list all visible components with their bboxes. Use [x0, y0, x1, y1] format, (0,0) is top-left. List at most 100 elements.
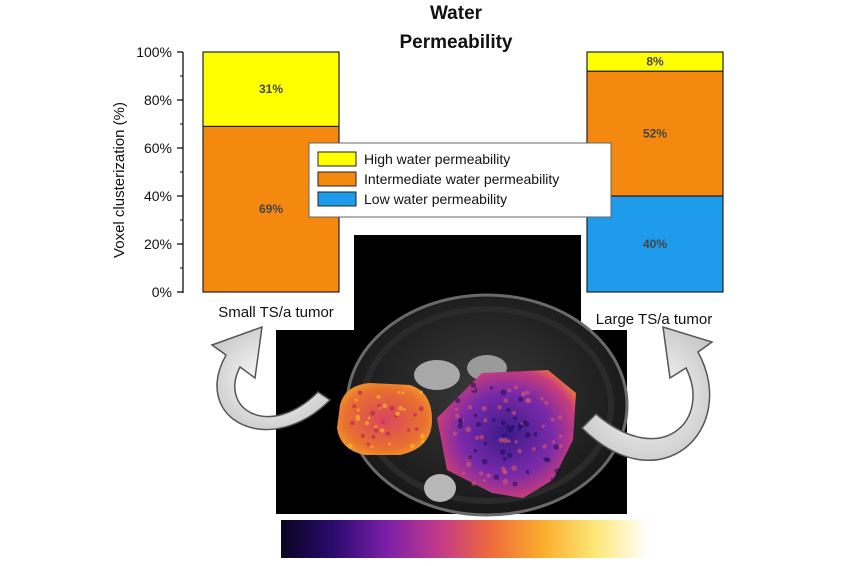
speckle-dot — [493, 474, 500, 480]
speckle-dot — [454, 407, 459, 412]
speckle-dot — [406, 428, 411, 432]
speckle-dot — [481, 458, 488, 465]
speckle-dot — [420, 439, 425, 443]
speckle-dot — [507, 426, 514, 433]
tumor-speckle — [348, 382, 563, 487]
speckle-dot — [377, 403, 381, 408]
legend-swatch — [317, 171, 357, 187]
speckle-dot — [419, 390, 424, 394]
speckle-dot — [374, 425, 378, 429]
category-labels: Small TS/a tumor Large TS/a tumor — [218, 304, 712, 328]
category-label: Small TS/a tumor — [218, 304, 334, 321]
speckle-dot — [502, 469, 507, 474]
speckle-dot — [478, 471, 484, 476]
speckle-dot — [373, 428, 378, 433]
speckle-dot — [385, 431, 390, 436]
speckle-dot — [541, 424, 546, 428]
speckle-dot — [389, 405, 395, 411]
speckle-dot — [354, 398, 358, 402]
speckle-dot — [382, 403, 388, 409]
speckle-dot — [395, 411, 400, 417]
y-axis-label: Voxel clusterization (%) — [111, 102, 128, 258]
speckle-dot — [473, 448, 478, 453]
speckle-dot — [500, 389, 507, 396]
curved-arrow-left-icon — [210, 325, 332, 431]
speckle-dot — [517, 396, 524, 402]
speckle-dot — [474, 435, 480, 440]
speckle-dot — [507, 388, 512, 393]
legend-label: High water permeability — [364, 151, 510, 167]
speckle-dot — [471, 481, 476, 486]
speckle-dot — [550, 417, 555, 422]
speckle-dot — [525, 470, 530, 474]
speckle-dot — [461, 471, 466, 475]
speckle-dot — [370, 410, 376, 416]
speckle-dot — [476, 421, 482, 427]
bar-data-label: 52% — [643, 127, 667, 141]
speckle-dot — [558, 434, 563, 439]
speckle-dot — [419, 433, 425, 439]
speckle-dot — [542, 444, 547, 449]
y-tick-label: 0% — [152, 284, 172, 300]
speckle-dot — [467, 405, 473, 410]
y-tick-labels: 0% 20% 40% 60% 80% 100% — [136, 44, 172, 300]
speckle-dot — [356, 408, 360, 412]
speckle-dot — [349, 420, 355, 426]
speckle-dot — [482, 479, 486, 483]
speckle-dot — [465, 461, 472, 468]
speckle-dot — [502, 456, 507, 461]
speckle-dot — [397, 391, 401, 394]
speckle-dot — [513, 385, 519, 390]
speckle-dot — [413, 412, 417, 417]
speckle-dot — [409, 443, 415, 449]
bar-data-label: 31% — [259, 82, 283, 96]
speckle-dot — [521, 393, 525, 397]
speckle-dot — [498, 437, 504, 443]
speckle-dot — [370, 445, 374, 449]
speckle-dot — [507, 439, 511, 443]
speckle-dot — [452, 431, 458, 436]
organ-left — [414, 360, 460, 390]
speckle-dot — [465, 426, 472, 433]
y-tick-label: 60% — [144, 140, 172, 156]
speckle-dot — [524, 432, 531, 438]
speckle-dot — [503, 398, 509, 403]
chart-title-line-1: Water — [430, 3, 483, 24]
speckle-dot — [517, 427, 522, 431]
speckle-dot — [479, 434, 485, 440]
speckle-dot — [558, 443, 563, 448]
y-tick-label: 40% — [144, 188, 172, 204]
speckle-dot — [553, 444, 559, 450]
speckle-dot — [524, 397, 531, 403]
speckle-dot — [502, 433, 506, 438]
speckle-dot — [473, 413, 478, 418]
chart-title-line-2: Permeability — [400, 32, 513, 53]
legend-swatch — [317, 191, 357, 207]
colorbar — [281, 520, 649, 558]
legend: High water permeability Intermediate wate… — [308, 142, 612, 218]
speckle-dot — [414, 427, 419, 431]
speckle-dot — [517, 448, 522, 454]
mri-scan-image — [276, 235, 629, 517]
speckle-dot — [513, 416, 517, 420]
y-tick-label: 100% — [136, 44, 172, 60]
speckle-dot — [511, 465, 517, 471]
speckle-dot — [514, 439, 518, 444]
speckle-dot — [470, 382, 477, 389]
bar-data-label: 8% — [646, 55, 664, 69]
speckle-dot — [491, 418, 496, 422]
speckle-dot — [525, 390, 530, 395]
large-tumor-overlay — [437, 370, 576, 498]
speckle-dot — [355, 414, 361, 420]
speckle-dot — [398, 405, 403, 411]
speckle-dot — [551, 440, 556, 444]
speckle-dot — [454, 413, 460, 419]
speckle-dot — [357, 390, 363, 395]
bar-data-label: 40% — [643, 237, 667, 251]
bar-data-labels: 69% 31% 40% 52% 8% — [259, 55, 667, 251]
speckle-dot — [352, 404, 357, 409]
bar-segment — [586, 51, 724, 72]
speckle-dot — [458, 418, 463, 423]
y-axis — [177, 51, 184, 293]
